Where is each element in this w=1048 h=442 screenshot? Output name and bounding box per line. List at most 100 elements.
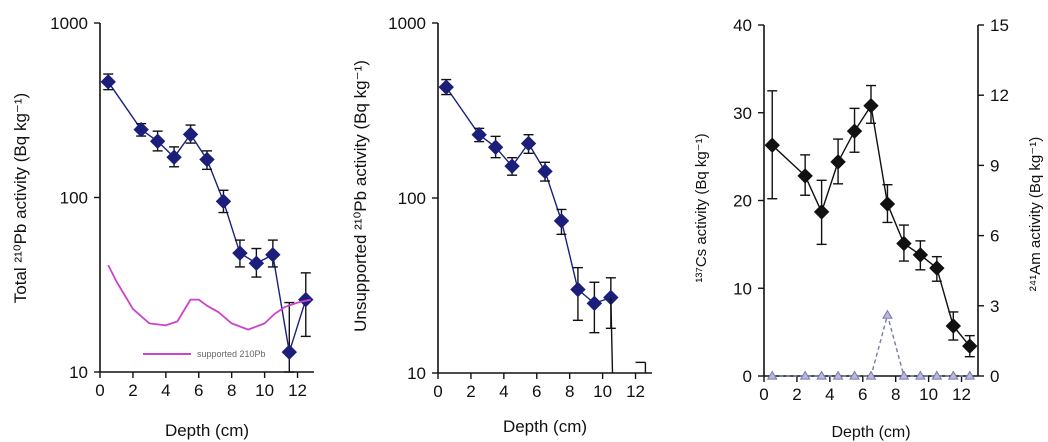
x-tick-label: 2 [792,385,801,404]
data-point-diamond [215,193,232,210]
data-point-diamond [298,291,314,308]
data-point-diamond [896,235,912,252]
x-tick-label: 12 [288,381,307,400]
data-point-triangle [964,370,976,380]
y2-tick-label: 9 [990,156,999,175]
data-point-diamond [945,318,962,334]
plot-area-unsupported-pb: 0 2 4 6 8 10 12 10 100 1000 [388,14,652,401]
y2-tick-label: 12 [990,86,1009,105]
panel-cs-am: 0 2 4 6 8 10 12 0 10 20 30 40 0 3 6 9 12 15 ¹³⁷Cs activit… [693,16,1044,441]
supported-pb-curve [107,264,311,331]
series-line [445,86,612,305]
x-tick-label: 6 [194,381,203,400]
y-axis-title-total-pb: Total ²¹⁰Pb activity (Bq kg⁻¹) [11,93,30,303]
x-tick-label: 2 [466,382,475,401]
data-point-diamond [199,151,215,168]
data-point-diamond [879,196,896,212]
x-tick-label: 4 [161,381,170,400]
data-point-triangle [931,370,943,380]
data-point-diamond [265,247,281,263]
y-tick-label: 100 [60,189,88,208]
legend-label-supported-pb: supported 210Pb [197,349,266,359]
x-tick-label: 8 [565,382,574,401]
data-point-diamond [166,149,182,165]
x-axis-title-unsupported-pb: Depth (cm) [503,417,587,436]
y-tick-label: 0 [743,367,752,386]
x-tick-label: 6 [532,382,541,401]
plot-area-total-pb: 0 2 4 6 8 10 12 10 100 1000 [50,14,314,400]
data-point-triangle [947,370,959,380]
y-tick-label: 1000 [388,14,426,33]
x-tick-label: 8 [227,381,236,400]
series-layer [100,73,314,373]
y2-axis-title-am: ²⁴¹Am activity (Bq kg⁻¹) [1027,137,1044,291]
x-axis-title-total-pb: Depth (cm) [165,421,249,440]
data-point-triangle [882,309,893,319]
y-tick-label: 20 [733,192,752,211]
y-tick-label: 100 [398,189,426,208]
y-tick-label: 40 [733,16,752,35]
data-point-diamond [504,158,520,174]
data-point-diamond [232,245,248,261]
y2-tick-label: 0 [990,367,999,386]
data-point-triangle [915,370,926,380]
y-tick-label: 10 [69,363,88,382]
data-point-diamond [133,121,149,138]
data-point-diamond [471,126,487,143]
series-line [771,104,971,347]
x-tick-label: 10 [919,385,938,404]
series-layer [438,78,647,374]
y-axis-title-unsupported-pb: Unsupported ²¹⁰Pb activity (Bq kg⁻¹) [351,60,370,332]
x-tick-label: 10 [255,381,274,400]
data-point-triangle [766,370,778,380]
data-point-triangle [816,370,827,380]
data-point-triangle [898,370,910,380]
series-layer [764,84,978,377]
y-axis-title-cs: ¹³⁷Cs activity (Bq kg⁻¹) [693,133,710,282]
data-point-diamond [929,260,945,276]
x-tick-label: 0 [95,381,104,400]
data-point-diamond [846,123,863,139]
data-point-diamond [100,74,116,90]
data-point-diamond [813,204,830,220]
y-tick-label: 30 [733,104,752,123]
data-point-triangle [865,370,877,380]
data-point-diamond [764,137,780,153]
data-point-diamond [586,295,603,312]
data-point-diamond [149,133,166,149]
data-point-diamond [797,168,813,184]
data-point-diamond [281,344,298,360]
data-point-diamond [248,255,265,271]
data-point-triangle [832,370,844,380]
panel-total-pb: 0 2 4 6 8 10 12 10 100 1000 Total ²¹⁰Pb activity … [11,14,314,440]
data-point-diamond [553,213,570,229]
data-point-diamond [830,154,846,170]
series-line [107,81,307,353]
x-tick-label: 6 [858,385,867,404]
plot-area-cs-am: 0 2 4 6 8 10 12 0 10 20 30 40 0 3 6 9 12 15 [733,16,1009,404]
x-tick-label: 0 [759,385,768,404]
data-point-diamond [962,338,978,354]
y2-tick-label: 15 [990,16,1009,35]
data-point-diamond [182,126,199,143]
data-point-diamond [570,281,586,298]
data-point-diamond [487,139,504,155]
x-tick-label: 12 [952,385,971,404]
x-tick-label: 10 [593,382,612,401]
y2-tick-label: 3 [990,297,999,316]
x-tick-label: 0 [433,382,442,401]
data-point-diamond [520,135,537,152]
x-axis-title-cs-am: Depth (cm) [831,424,910,441]
x-tick-label: 4 [499,382,508,401]
data-point-diamond [537,163,553,180]
y-tick-label: 10 [733,279,752,298]
x-tick-label: 4 [825,385,834,404]
data-point-diamond [438,79,454,95]
y2-tick-label: 6 [990,227,999,246]
y-tick-label: 1000 [50,14,88,33]
x-tick-label: 2 [128,381,137,400]
data-point-diamond [912,247,929,263]
data-point-diamond [863,98,879,114]
x-tick-label: 12 [626,382,645,401]
